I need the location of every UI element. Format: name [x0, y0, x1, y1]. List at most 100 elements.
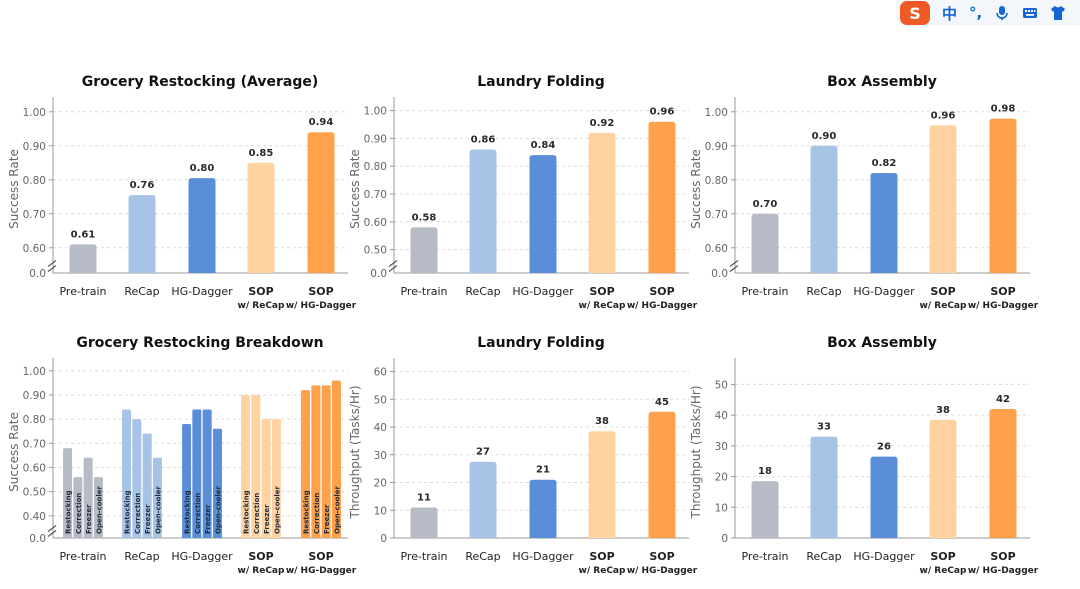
grouped-bar	[321, 385, 331, 538]
x-tick-sublabel: w/ ReCap	[238, 301, 285, 311]
microphone-icon[interactable]	[994, 5, 1010, 21]
subtask-label: Restocking	[65, 490, 73, 534]
y-tick-label: 0.50	[364, 245, 387, 257]
grouped-bar	[241, 394, 251, 538]
y-axis-label: Throughput (Tasks/Hr)	[348, 385, 362, 519]
ime-punctuation-toggle[interactable]: °,	[969, 4, 983, 22]
axis-break-mark	[47, 265, 57, 272]
y-tick-label: 1.00	[705, 107, 728, 119]
y-tick-label: 50	[715, 379, 728, 391]
subtask-label: Correction	[75, 493, 83, 534]
bar-value-label: 0.61	[71, 229, 96, 240]
subtask-label: Restocking	[243, 490, 251, 534]
ime-language-toggle[interactable]: 中	[942, 4, 958, 23]
chart-title: Box Assembly	[827, 335, 937, 351]
x-tick-label: ReCap	[465, 285, 500, 298]
y-tick-label: 60	[374, 367, 387, 379]
y-tick-label: 0.70	[23, 209, 46, 221]
bar-value-label: 0.98	[991, 104, 1016, 115]
bar	[247, 162, 275, 273]
subtask-label: Open-cooler	[214, 485, 222, 534]
x-tick-label: ReCap	[465, 550, 500, 563]
x-tick-sublabel: w/ HG-Dagger	[286, 301, 357, 311]
axis-break-mark	[47, 525, 57, 532]
x-tick-label: HG-Dagger	[171, 285, 233, 298]
y-tick-label: 0	[721, 533, 728, 545]
bar	[469, 149, 497, 273]
bar	[929, 125, 957, 274]
ime-logo[interactable]: S	[900, 1, 930, 25]
ime-toolbar[interactable]: S 中 °,	[896, 0, 1080, 26]
bar	[989, 409, 1017, 538]
y-axis-label: Success Rate	[689, 149, 703, 229]
bar-value-label: 0.84	[531, 140, 556, 151]
y-tick-label: 0.70	[23, 438, 46, 450]
bar	[128, 195, 156, 273]
bar-value-label: 27	[476, 447, 490, 458]
y-zero-label: 0.0	[370, 268, 387, 280]
chart-panel-1: Grocery Restocking (Average) Success Rate…	[7, 74, 357, 311]
subtask-label: Correction	[134, 493, 142, 534]
subtask-label: Open-cooler	[333, 485, 341, 534]
y-zero-label: 0.0	[711, 268, 728, 280]
subtask-label: Restocking	[184, 490, 192, 534]
y-tick-label: 0.60	[364, 217, 387, 229]
bar-value-label: 21	[536, 465, 550, 476]
axis-break-mark	[47, 260, 57, 267]
x-tick-label: HG-Dagger	[171, 550, 233, 563]
bar	[529, 155, 557, 273]
bar-value-label: 42	[996, 394, 1010, 405]
grouped-bar	[212, 428, 222, 538]
subtask-label: Freezer	[144, 504, 152, 534]
x-tick-label: Pre-train	[59, 550, 106, 563]
x-tick-label: SOP	[589, 285, 614, 298]
bar-value-label: 0.58	[412, 212, 437, 223]
y-tick-label: 0.90	[23, 390, 46, 402]
x-tick-sublabel: w/ HG-Dagger	[627, 566, 698, 576]
subtask-label: Open-cooler	[273, 485, 281, 534]
y-tick-label: 10	[374, 505, 387, 517]
chart-title: Box Assembly	[827, 74, 937, 90]
x-tick-label: HG-Dagger	[853, 550, 915, 563]
y-tick-label: 0.70	[705, 209, 728, 221]
shirt-icon[interactable]	[1050, 5, 1066, 21]
y-tick-label: 0.70	[364, 189, 387, 201]
chart-panel-3: Box Assembly Success Rate 1.00 0.90 0.80 0.70…	[689, 74, 1039, 311]
y-tick-label: 0	[380, 533, 387, 545]
subtask-label: Open-cooler	[154, 485, 162, 534]
x-tick-sublabel: w/ HG-Dagger	[968, 566, 1039, 576]
x-tick-label: SOP	[990, 285, 1015, 298]
x-tick-label: SOP	[930, 550, 955, 563]
chart-title: Grocery Restocking Breakdown	[76, 335, 323, 351]
bar	[751, 481, 779, 538]
bar	[648, 121, 676, 273]
grouped-bar	[271, 419, 281, 538]
grouped-bar	[202, 409, 212, 538]
subtask-label: Correction	[253, 493, 261, 534]
y-zero-label: 0.0	[29, 533, 46, 545]
grouped-bar	[311, 385, 321, 538]
chart-title: Grocery Restocking (Average)	[82, 74, 319, 90]
x-tick-label: SOP	[248, 285, 273, 298]
chart-panel-2: Laundry Folding Success Rate 1.00 0.90 0.80 0…	[348, 74, 698, 311]
bar	[751, 213, 779, 273]
bar	[188, 178, 216, 273]
bar	[307, 132, 335, 273]
grouped-bar	[63, 448, 73, 538]
bar	[929, 419, 957, 538]
y-axis-label: Throughput (Tasks/Hr)	[689, 385, 703, 519]
bar-value-label: 0.92	[590, 118, 615, 129]
bar	[529, 479, 557, 538]
bar-value-label: 0.86	[471, 135, 496, 146]
chart-title: Laundry Folding	[477, 335, 604, 351]
bar	[810, 436, 838, 538]
bar	[69, 244, 97, 273]
bar-value-label: 0.70	[753, 199, 778, 210]
y-tick-label: 0.90	[23, 141, 46, 153]
keyboard-icon[interactable]	[1022, 5, 1038, 21]
x-tick-label: SOP	[589, 550, 614, 563]
y-tick-label: 0.80	[364, 161, 387, 173]
y-tick-label: 0.90	[705, 141, 728, 153]
bar-value-label: 0.96	[931, 110, 956, 121]
x-tick-label: SOP	[930, 285, 955, 298]
